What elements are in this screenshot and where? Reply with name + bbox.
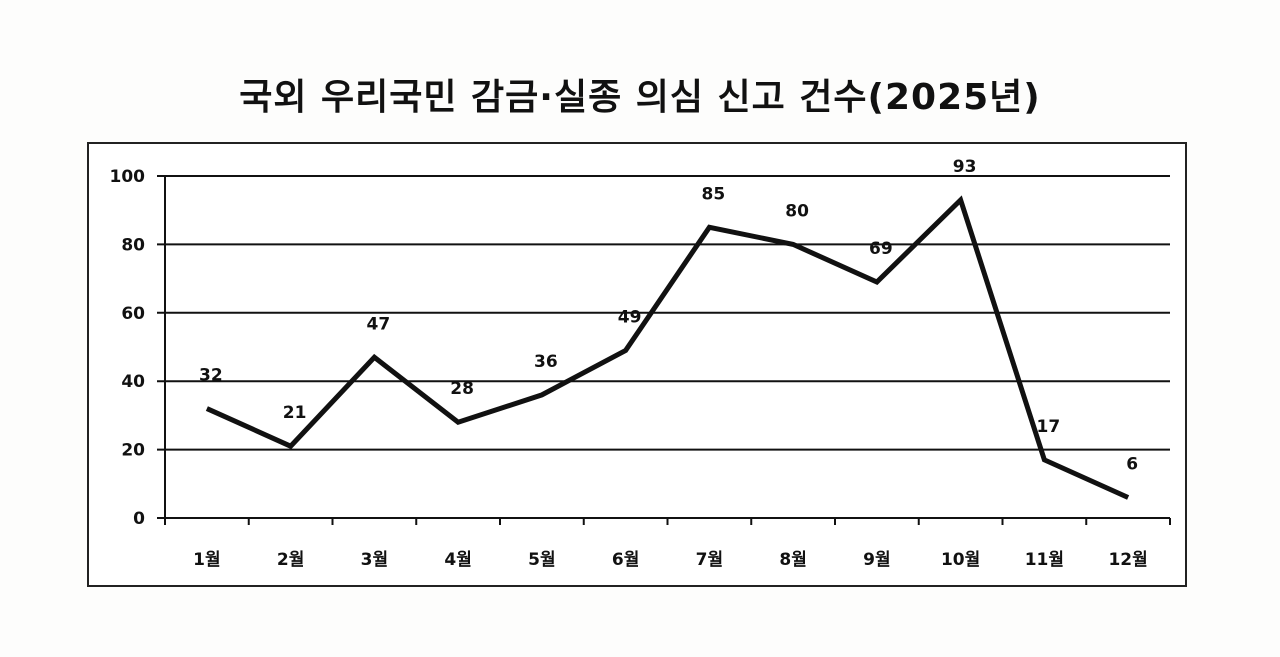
y-tick-label: 100: [110, 167, 146, 187]
y-tick-label: 60: [121, 304, 145, 324]
x-tick-label: 8월: [779, 550, 806, 570]
data-label: 80: [785, 201, 809, 221]
data-label: 17: [1037, 417, 1061, 437]
x-tick-label: 5월: [528, 550, 555, 570]
data-label: 36: [534, 352, 558, 372]
data-label: 21: [283, 403, 307, 423]
x-tick-label: 12월: [1108, 550, 1147, 570]
y-tick-label: 40: [121, 372, 145, 392]
x-tick-label: 3월: [361, 550, 388, 570]
data-label: 47: [367, 314, 391, 334]
x-tick-label: 6월: [612, 550, 639, 570]
y-tick-label: 20: [121, 441, 145, 461]
x-tick-label: 10월: [941, 550, 980, 570]
data-label: 93: [953, 157, 977, 177]
data-label: 6: [1126, 454, 1138, 474]
data-label: 85: [702, 184, 726, 204]
x-tick-label: 4월: [444, 550, 471, 570]
x-tick-label: 2월: [277, 550, 304, 570]
chart-title: 국외 우리국민 감금·실종 의심 신고 건수(2025년): [239, 77, 1041, 118]
data-label: 32: [199, 366, 223, 386]
series-line: [205, 195, 1130, 500]
y-tick-label: 80: [121, 235, 145, 255]
data-label: 69: [869, 239, 893, 259]
y-tick-label: 0: [133, 509, 145, 529]
x-tick-label: 1월: [193, 550, 220, 570]
data-label: 49: [618, 307, 642, 327]
x-tick-label: 11월: [1025, 550, 1064, 570]
x-tick-label: 9월: [863, 550, 890, 570]
data-label: 28: [450, 379, 474, 399]
x-tick-label: 7월: [696, 550, 723, 570]
